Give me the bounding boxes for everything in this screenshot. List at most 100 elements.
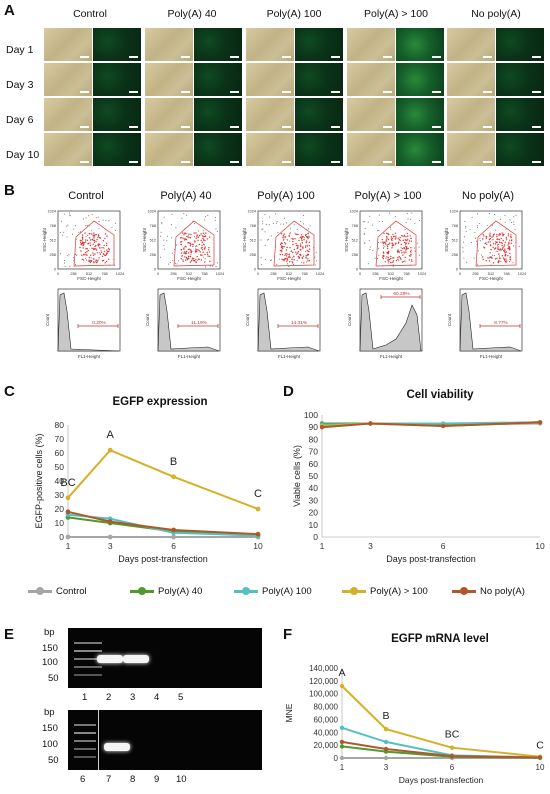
histogram-percentage: 8.77% bbox=[494, 320, 508, 326]
y-tick-label: 60,000 bbox=[314, 715, 339, 724]
fluorescence-image bbox=[295, 63, 343, 96]
brightfield-image bbox=[347, 63, 395, 96]
series-point-poly-a-40 bbox=[339, 744, 345, 749]
series-point-control bbox=[339, 755, 345, 761]
significance-label: BC bbox=[445, 729, 460, 741]
y-axis-label: MNE bbox=[284, 703, 294, 722]
y-tick-label: 140,000 bbox=[309, 664, 338, 673]
scatter-y-tick: 0 bbox=[154, 268, 156, 272]
scatter-y-tick: 512 bbox=[452, 239, 458, 243]
series-point-poly-a-100 bbox=[107, 447, 113, 453]
flow-column-3: 00 256 256 512 512 768 768 1024 1024 FSC-Height SS… bbox=[242, 210, 324, 360]
scatter-x-tick: 768 bbox=[403, 272, 409, 276]
significance-label: C bbox=[254, 488, 262, 500]
x-tick-label: 3 bbox=[368, 541, 373, 551]
panel-a-col-polya40: Poly(A) 40 bbox=[167, 8, 217, 20]
y-tick-label: 60 bbox=[309, 459, 319, 469]
gel-lane-4: 4 bbox=[154, 692, 160, 703]
histogram-percentage: 0.20% bbox=[92, 320, 106, 326]
legend-swatch-control bbox=[28, 586, 52, 595]
y-tick-label: 100 bbox=[304, 410, 318, 420]
gel-lane-9: 9 bbox=[154, 774, 160, 785]
gate-polygon bbox=[475, 220, 517, 267]
scatter-y-label: SSC-Height bbox=[242, 227, 247, 252]
scatter-x-tick: 0 bbox=[257, 272, 259, 276]
legend-label-polya40: Poly(A) 40 bbox=[158, 585, 203, 597]
brightfield-image bbox=[145, 133, 193, 166]
scatter-x-tick: 1024 bbox=[216, 272, 224, 276]
series-point-no-poly-a bbox=[537, 420, 543, 425]
x-axis-label: Days post-transfection bbox=[386, 554, 476, 564]
flow-column-1: 00 256 256 512 512 768 768 1024 1024 FSC-Height SS… bbox=[42, 210, 124, 360]
x-tick-label: 1 bbox=[320, 541, 325, 551]
scatter-y-tick: 256 bbox=[250, 253, 256, 257]
y-tick-label: 30 bbox=[55, 490, 65, 500]
series-point-no-poly-a bbox=[449, 753, 455, 759]
x-tick-label: 10 bbox=[535, 541, 545, 551]
y-tick-label: 50 bbox=[309, 471, 319, 481]
scatter-y-tick: 512 bbox=[150, 239, 156, 243]
scatter-y-tick: 0 bbox=[456, 268, 458, 272]
scatter-y-label: SSC-Height bbox=[142, 227, 147, 252]
scatter-plot-frame bbox=[57, 210, 121, 270]
y-axis-label: EGFP-positive cells (%) bbox=[34, 433, 44, 528]
scatter-y-tick: 768 bbox=[352, 224, 358, 228]
scatter-y-label: SSC-Height bbox=[344, 227, 349, 252]
panel-letter-e: E bbox=[4, 626, 15, 643]
gate-polygon bbox=[273, 220, 315, 267]
series-point-poly-a-100 bbox=[383, 726, 389, 732]
panel-a-row-day10: Day 10 bbox=[6, 149, 40, 161]
y-tick-label: 40 bbox=[55, 476, 65, 486]
brightfield-image bbox=[246, 63, 294, 96]
x-tick-label: 6 bbox=[441, 541, 446, 551]
y-tick-label: 80 bbox=[309, 434, 319, 444]
legend-item-no-polya: No poly(A) bbox=[452, 584, 525, 598]
scatter-plot-frame bbox=[157, 210, 221, 270]
series-point-poly-a-100 bbox=[383, 739, 389, 745]
scatter-y-tick: 1024 bbox=[350, 210, 358, 214]
histogram-x-label: FL1-Height bbox=[78, 354, 101, 359]
legend-item-polya40: Poly(A) 40 bbox=[130, 584, 202, 598]
histogram-y-label: Count bbox=[145, 313, 150, 326]
scatter-y-tick: 768 bbox=[250, 224, 256, 228]
scatter-x-tick: 512 bbox=[186, 272, 192, 276]
brightfield-image bbox=[44, 28, 92, 61]
series-point-no-poly-a bbox=[319, 425, 325, 430]
gel-unit-bottom: bp bbox=[44, 707, 55, 718]
scatter-x-tick: 1024 bbox=[418, 272, 426, 276]
fluorescence-image bbox=[93, 133, 141, 166]
brightfield-image bbox=[447, 133, 495, 166]
panel-a-col-polya100: Poly(A) 100 bbox=[266, 8, 322, 20]
fluorescence-image bbox=[295, 28, 343, 61]
y-tick-label: 20 bbox=[309, 508, 319, 518]
series-point-no-poly-a bbox=[107, 519, 113, 524]
series-point-poly-a-100 bbox=[255, 506, 261, 512]
fluorescence-image bbox=[93, 98, 141, 131]
gate-polygon bbox=[173, 220, 215, 267]
flow-column-2: 00 256 256 512 512 768 768 1024 1024 FSC-Height SS… bbox=[142, 210, 224, 360]
gel-image-bottom bbox=[68, 710, 262, 770]
legend-item-polya-gt100: Poly(A) > 100 bbox=[342, 584, 428, 598]
y-tick-label: 70 bbox=[309, 447, 319, 457]
scatter-x-tick: 512 bbox=[488, 272, 494, 276]
histogram-y-label: Count bbox=[347, 313, 352, 326]
scatter-y-tick: 512 bbox=[50, 239, 56, 243]
gate-polygon bbox=[375, 220, 417, 267]
legend-swatch-polya40 bbox=[130, 586, 154, 595]
brightfield-image bbox=[347, 133, 395, 166]
y-tick-label: 20 bbox=[55, 504, 65, 514]
gel-lane-3: 3 bbox=[130, 692, 136, 703]
gel-image-top bbox=[68, 628, 262, 688]
y-tick-label: 30 bbox=[309, 495, 319, 505]
legend-label-no-polya: No poly(A) bbox=[480, 585, 525, 597]
gel-lane-6: 6 bbox=[80, 774, 86, 785]
significance-label: B bbox=[382, 710, 389, 722]
scatter-y-tick: 1024 bbox=[148, 210, 156, 214]
legend-label-polya100: Poly(A) 100 bbox=[262, 585, 312, 597]
panel-a-col-control: Control bbox=[73, 8, 107, 20]
y-tick-label: 60 bbox=[55, 448, 65, 458]
legend-swatch-no-polya bbox=[452, 586, 476, 595]
histogram-x-label: FL1-Height bbox=[278, 354, 301, 359]
scatter-y-tick: 1024 bbox=[248, 210, 256, 214]
histogram-y-label: Count bbox=[245, 313, 250, 326]
